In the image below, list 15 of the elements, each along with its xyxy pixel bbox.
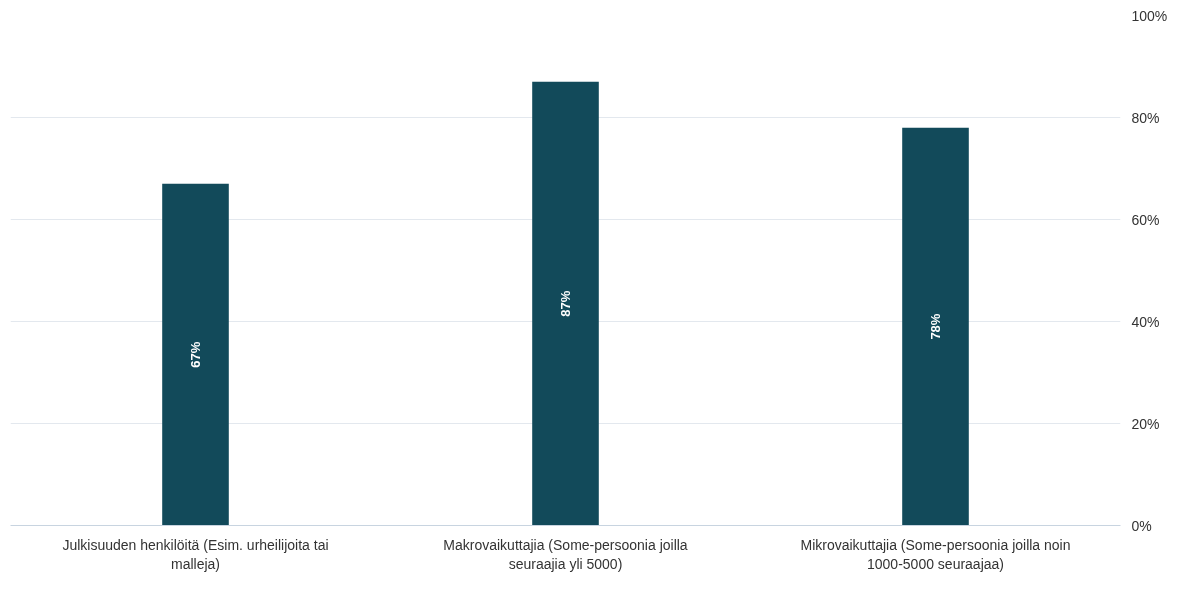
y-tick-label: 0% bbox=[1131, 517, 1152, 534]
bar bbox=[532, 81, 599, 526]
x-tick-label: Julkisuuden henkilöitä (Esim. urheilijoita tai malleja) bbox=[62, 536, 329, 572]
data-label: 67% bbox=[188, 341, 203, 368]
x-tick-label: Mikrovaikuttajia (Some-persoonia joilla noin 1000-5000 seuraajaa) bbox=[800, 536, 1071, 572]
y-tick-label: 100% bbox=[1131, 7, 1168, 24]
bar bbox=[902, 127, 969, 526]
y-tick-label: 60% bbox=[1131, 211, 1160, 228]
bar bbox=[162, 183, 229, 526]
data-label: 87% bbox=[558, 290, 573, 317]
x-tick-label: Makrovaikuttajia (Some-persoonia joilla seuraajia yli 5000) bbox=[443, 536, 688, 572]
y-tick-label: 80% bbox=[1131, 109, 1160, 126]
data-label: 78% bbox=[928, 313, 943, 340]
y-tick-label: 40% bbox=[1131, 313, 1160, 330]
y-tick-label: 20% bbox=[1131, 415, 1160, 432]
